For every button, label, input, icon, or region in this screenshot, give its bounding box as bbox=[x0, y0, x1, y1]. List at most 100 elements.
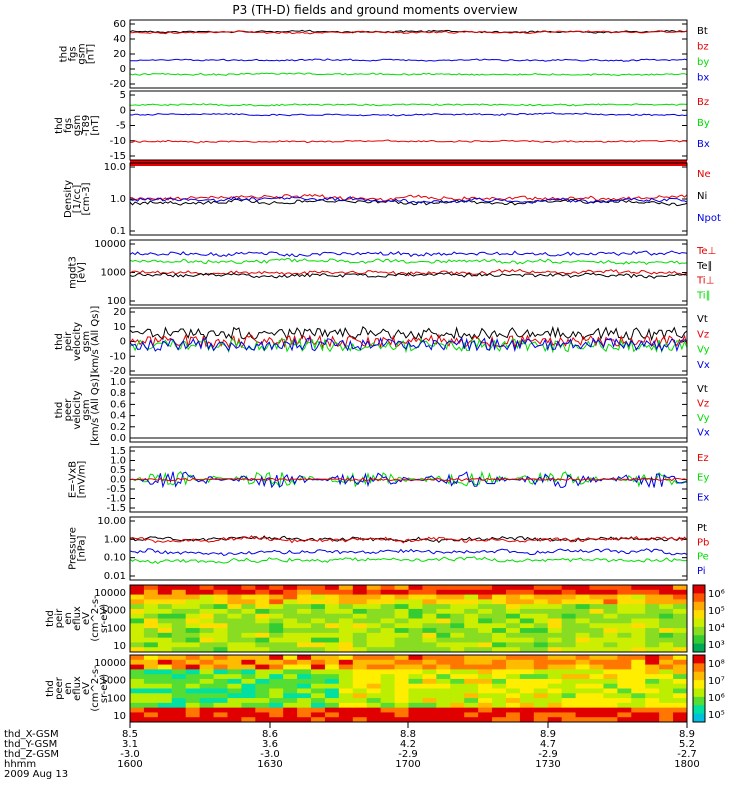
heatmap-cell bbox=[547, 659, 563, 666]
heatmap-cell bbox=[283, 637, 298, 643]
heatmap-cell bbox=[366, 712, 382, 718]
heatmap-cell bbox=[436, 669, 451, 675]
heatmap-cell bbox=[464, 647, 479, 653]
heatmap-cell bbox=[673, 717, 688, 723]
panel-p4: mgdt3[eV] 10000 1000 100 Te⊥ Te∥ Ti⊥ Ti∥ bbox=[68, 239, 717, 307]
ytick-label: 10000 bbox=[94, 239, 126, 250]
heatmap-cell bbox=[213, 674, 228, 680]
heatmap-cell bbox=[659, 674, 674, 680]
heatmap-cell bbox=[505, 698, 521, 704]
heatmap-cell bbox=[157, 613, 173, 619]
heatmap-cell bbox=[297, 589, 312, 596]
ylabel-line: (cm^2-s- bbox=[90, 665, 101, 712]
heatmap-cell bbox=[436, 693, 451, 699]
ylabel-line: [mV/m] bbox=[77, 461, 88, 499]
heatmap-cell bbox=[575, 702, 591, 709]
heatmap-cell bbox=[199, 599, 215, 605]
heatmap-cell bbox=[422, 655, 437, 661]
heatmap-cell bbox=[450, 717, 465, 723]
ytick-label: -15 bbox=[110, 151, 126, 162]
colorbar-tick: 10⁶ bbox=[708, 693, 725, 704]
heatmap-cell bbox=[130, 647, 145, 653]
heatmap-cell bbox=[324, 637, 340, 643]
heatmap-cell bbox=[589, 678, 604, 685]
heatmap-cell bbox=[617, 594, 632, 600]
heatmap-cell bbox=[631, 608, 646, 615]
heatmap-cell bbox=[171, 688, 187, 694]
heatmap-cell bbox=[450, 594, 465, 600]
ylabel-line: [1/cc] bbox=[72, 185, 83, 214]
heatmap-cell bbox=[603, 604, 618, 610]
heatmap-cell bbox=[478, 688, 493, 694]
series-by bbox=[130, 58, 688, 62]
heatmap-cell bbox=[450, 669, 465, 675]
x-axis-block: thd_X-GSM 8.5 8.6 8.8 8.9 8.9 thd_Y-GSM 3.1 3.6 4… bbox=[4, 722, 700, 780]
heatmap-cell bbox=[631, 655, 646, 661]
heatmap-cell bbox=[255, 647, 270, 653]
heatmap-cell bbox=[338, 702, 354, 709]
heatmap-cell bbox=[478, 623, 493, 629]
heatmap-cell bbox=[631, 693, 646, 699]
heatmap-cell bbox=[394, 608, 409, 615]
heatmap-cell bbox=[492, 698, 507, 704]
heatmap-cell bbox=[589, 589, 604, 596]
heatmap-cell bbox=[157, 623, 173, 629]
heatmap-cell bbox=[561, 669, 577, 675]
heatmap-cell bbox=[269, 637, 284, 643]
heatmap-cell bbox=[297, 674, 312, 680]
heatmap-cell bbox=[394, 613, 409, 619]
ytick-label: 0.6 bbox=[110, 399, 126, 410]
heatmap-cell bbox=[575, 693, 591, 699]
ylabel-line: mgdt3 bbox=[68, 256, 79, 289]
heatmap-cell bbox=[324, 702, 340, 709]
heatmap-cell bbox=[297, 659, 312, 666]
heatmap-cell bbox=[533, 594, 549, 600]
heatmap-cell bbox=[297, 698, 312, 704]
heatmap-cell bbox=[519, 693, 535, 699]
heatmap-cell bbox=[589, 618, 604, 624]
ytick-label: 10 bbox=[113, 322, 126, 333]
heatmap-cell bbox=[631, 712, 646, 718]
heatmap-cell bbox=[505, 618, 521, 624]
heatmap-cell bbox=[213, 678, 228, 685]
heatmap-cell bbox=[311, 594, 326, 600]
heatmap-cell bbox=[603, 589, 618, 596]
heatmap-cell bbox=[157, 717, 173, 723]
heatmap-cell bbox=[575, 604, 591, 610]
heatmap-cell bbox=[492, 674, 507, 680]
heatmap-cell bbox=[241, 707, 256, 713]
legend-item: Bt bbox=[697, 26, 708, 37]
heatmap-cell bbox=[436, 683, 451, 689]
heatmap-cell bbox=[380, 585, 396, 591]
heatmap-cell bbox=[478, 628, 493, 634]
heatmap-cell bbox=[659, 678, 674, 685]
heatmap-cell bbox=[575, 628, 591, 634]
heatmap-cell bbox=[255, 717, 270, 723]
ylabel-line: thd bbox=[54, 117, 65, 134]
heatmap-cell bbox=[492, 688, 507, 694]
heatmap-cell bbox=[283, 669, 298, 675]
heatmap-cell bbox=[589, 674, 604, 680]
heatmap-cell bbox=[575, 642, 591, 648]
heatmap-cell bbox=[492, 599, 507, 605]
heatmap-cell bbox=[143, 674, 159, 680]
panel-p3: Density[1/cc][cm-3] 10.0 1.0 0.1 Ne Ni Npot bbox=[63, 162, 721, 237]
heatmap-cell bbox=[241, 628, 256, 634]
heatmap-cell bbox=[227, 674, 242, 680]
heatmap-cell bbox=[171, 683, 187, 689]
heatmap-cell bbox=[143, 623, 159, 629]
heatmap-cell bbox=[589, 702, 604, 709]
heatmap-cell bbox=[422, 618, 437, 624]
heatmap-cell bbox=[366, 628, 382, 634]
heatmap-cell bbox=[547, 683, 563, 689]
heatmap-cell bbox=[617, 589, 632, 596]
heatmap-cell bbox=[227, 659, 242, 666]
series-Ne bbox=[129, 194, 688, 202]
heatmap-cell bbox=[478, 698, 493, 704]
heatmap-cell bbox=[269, 659, 284, 666]
panel-frame bbox=[129, 584, 688, 653]
heatmap-cell bbox=[380, 669, 396, 675]
heatmap-cell bbox=[645, 712, 660, 718]
heatmap-cell bbox=[575, 589, 591, 596]
heatmap-cell bbox=[241, 642, 256, 648]
